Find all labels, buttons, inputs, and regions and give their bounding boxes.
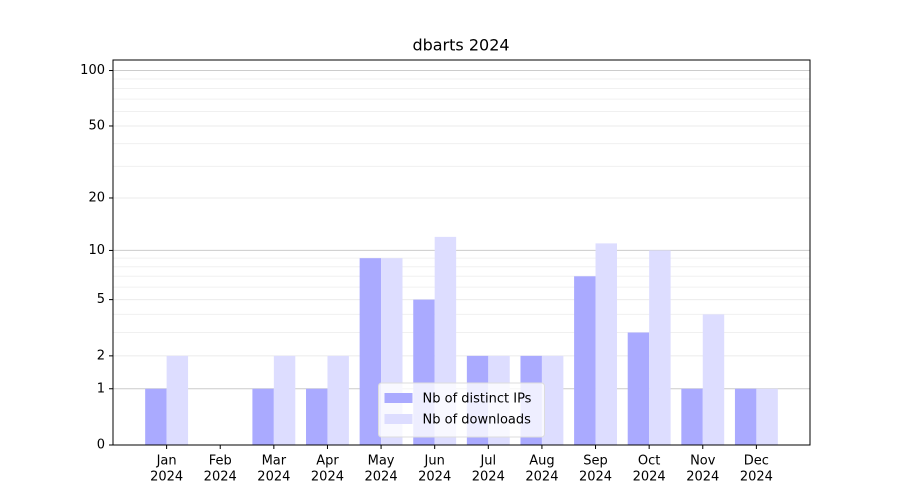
- bar: [327, 355, 349, 445]
- plot-frame: [112, 59, 811, 446]
- y-tick-label: 2: [97, 348, 105, 363]
- x-tick-label: 2024: [525, 470, 558, 485]
- y-tick-label: 5: [97, 292, 105, 307]
- x-tick-label: 2024: [204, 470, 237, 485]
- x-tick-label: May: [368, 454, 395, 469]
- y-tick-label: 1: [97, 381, 105, 396]
- legend-swatch: [384, 414, 413, 424]
- y-tick-label: 100: [80, 63, 105, 78]
- bar: [166, 355, 189, 445]
- x-tick-label: Jan: [156, 454, 177, 469]
- bar: [756, 388, 778, 445]
- bar: [649, 250, 671, 445]
- bar: [145, 388, 167, 445]
- x-tick-label: Feb: [209, 454, 232, 469]
- x-tick-label: 2024: [633, 470, 666, 485]
- chart-title: dbarts 2024: [412, 36, 509, 55]
- bar: [702, 314, 725, 445]
- bar: [273, 355, 296, 445]
- legend-label: Nb of distinct IPs: [423, 392, 532, 407]
- x-tick-label: 2024: [686, 470, 719, 485]
- x-tick-label: 2024: [311, 470, 344, 485]
- x-tick-label: Nov: [690, 454, 716, 469]
- x-tick-label: 2024: [579, 470, 612, 485]
- x-tick-label: 2024: [257, 470, 290, 485]
- x-tick-label: Sep: [583, 454, 608, 469]
- bar: [541, 355, 564, 445]
- x-tick-label: 2024: [472, 470, 505, 485]
- bar: [359, 258, 382, 445]
- bar: [574, 276, 596, 445]
- x-tick-label: 2024: [740, 470, 773, 485]
- y-tick-label: 0: [97, 438, 105, 453]
- legend-label: Nb of downloads: [423, 413, 532, 428]
- bar: [627, 332, 650, 445]
- x-tick-label: Oct: [638, 454, 660, 469]
- x-tick-label: 2024: [418, 470, 451, 485]
- x-tick-label: 2024: [365, 470, 398, 485]
- bar: [306, 388, 328, 445]
- x-tick-label: Jun: [424, 454, 445, 469]
- x-tick-label: Jul: [479, 454, 496, 469]
- y-tick-label: 10: [88, 243, 105, 258]
- y-tick-label: 50: [88, 118, 105, 133]
- x-tick-label: Mar: [262, 454, 287, 469]
- x-tick-label: 2024: [150, 470, 183, 485]
- bar: [681, 388, 703, 445]
- legend-box: [378, 382, 545, 438]
- bar: [252, 388, 274, 445]
- bar: [595, 243, 617, 445]
- legend-swatch: [384, 393, 413, 403]
- bar: [734, 388, 757, 445]
- x-tick-label: Aug: [529, 454, 554, 469]
- x-tick-label: Apr: [316, 454, 339, 469]
- x-tick-label: Dec: [744, 454, 769, 469]
- y-tick-label: 20: [88, 190, 105, 205]
